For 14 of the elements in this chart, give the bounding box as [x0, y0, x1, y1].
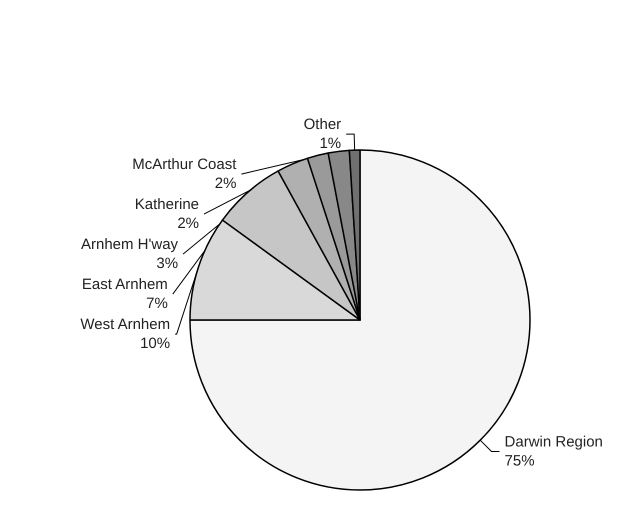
data-label: 10% — [140, 335, 170, 352]
slice-label: East Arnhem — [82, 276, 168, 294]
data-label: 2% — [177, 215, 200, 232]
slice-label: West Arnhem — [80, 316, 170, 334]
data-label: 2% — [214, 175, 236, 192]
slice-label: Other — [304, 116, 342, 134]
slice-label: Katherine — [134, 196, 200, 214]
data-label: 75% — [504, 452, 535, 470]
slice-label: Darwin Region — [504, 434, 603, 451]
slice-label: McArthur Coast — [132, 156, 238, 174]
data-label: 3% — [156, 255, 178, 272]
data-label: 1% — [319, 135, 342, 152]
data-label: 7% — [146, 295, 168, 312]
slice-label: Arnhem H'way — [80, 236, 179, 254]
